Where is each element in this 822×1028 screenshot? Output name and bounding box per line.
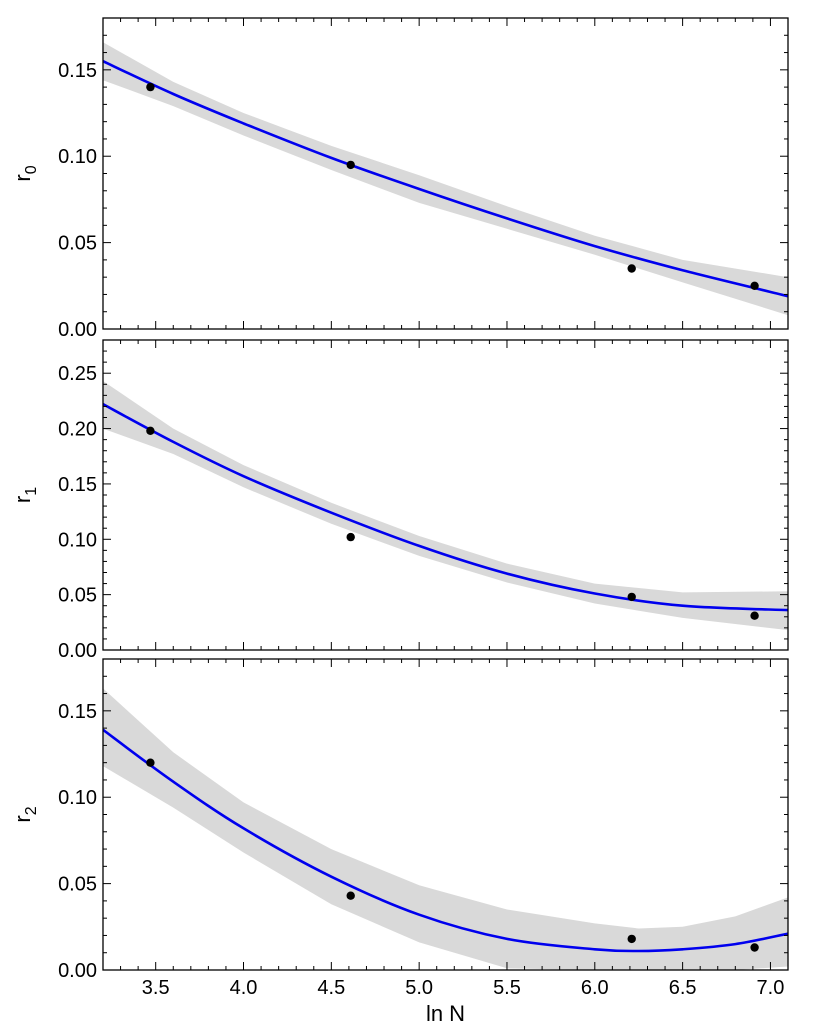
panel-r0: 0.00 0.05 0.10 0.15 r0 — [10, 17, 789, 341]
panel-r1: 0.00 0.05 0.10 0.15 0.20 0.25 r1 — [10, 339, 789, 662]
panel-r2: 0.00 0.05 0.10 0.15 3.5 4.0 4.5 5.0 5.5 6.0 6.5 7.0… — [10, 658, 789, 1026]
y-tick-label: 0.05 — [58, 233, 97, 255]
fit-curve — [103, 728, 788, 953]
y-tick-label: 0.10 — [58, 529, 97, 551]
x-tick-label: 5.0 — [405, 977, 433, 999]
y-tick-label: 0.20 — [58, 419, 97, 441]
y-tick-label: 0.00 — [58, 319, 97, 341]
data-point — [627, 934, 636, 944]
data-point — [750, 281, 759, 290]
y-tick-label: 0.15 — [58, 701, 97, 723]
x-tick-label: 4.0 — [230, 977, 258, 999]
y-tick-label: 0.15 — [58, 474, 97, 496]
data-point — [750, 943, 759, 952]
data-point — [627, 592, 636, 602]
y-tick-label: 0.15 — [58, 60, 97, 82]
confidence-band — [103, 688, 788, 970]
data-point — [750, 611, 759, 620]
data-point — [627, 264, 636, 273]
y-tick-label: 0.05 — [58, 874, 97, 896]
y-tick-label: 0.10 — [58, 146, 97, 168]
data-point — [346, 891, 355, 900]
fit-curve — [103, 60, 788, 298]
x-tick-label: 5.5 — [493, 977, 521, 999]
confidence-band — [103, 381, 788, 631]
y-tick-label: 0.00 — [58, 640, 97, 662]
y-tick-label: 0.10 — [58, 787, 97, 809]
data-point — [146, 82, 155, 92]
y-axis-label: r2 — [10, 806, 40, 822]
x-axis-label: ln N — [426, 1001, 465, 1026]
y-tick-label: 0.00 — [58, 960, 97, 982]
fit-curve — [103, 403, 788, 612]
data-point — [146, 426, 155, 435]
data-point — [146, 758, 155, 767]
x-tick-label: 3.5 — [142, 977, 170, 999]
x-tick-label: 4.5 — [317, 977, 345, 999]
x-tick-label: 6.5 — [669, 977, 697, 999]
data-point — [346, 160, 355, 170]
y-tick-label: 0.25 — [58, 363, 97, 385]
x-tick-label: 7.0 — [757, 977, 785, 999]
y-tick-label: 0.05 — [58, 585, 97, 607]
data-point — [346, 532, 355, 542]
y-axis-label: r0 — [10, 165, 40, 181]
confidence-band — [103, 42, 788, 316]
x-tick-label: 6.0 — [581, 977, 609, 999]
y-axis-label: r1 — [10, 487, 40, 503]
